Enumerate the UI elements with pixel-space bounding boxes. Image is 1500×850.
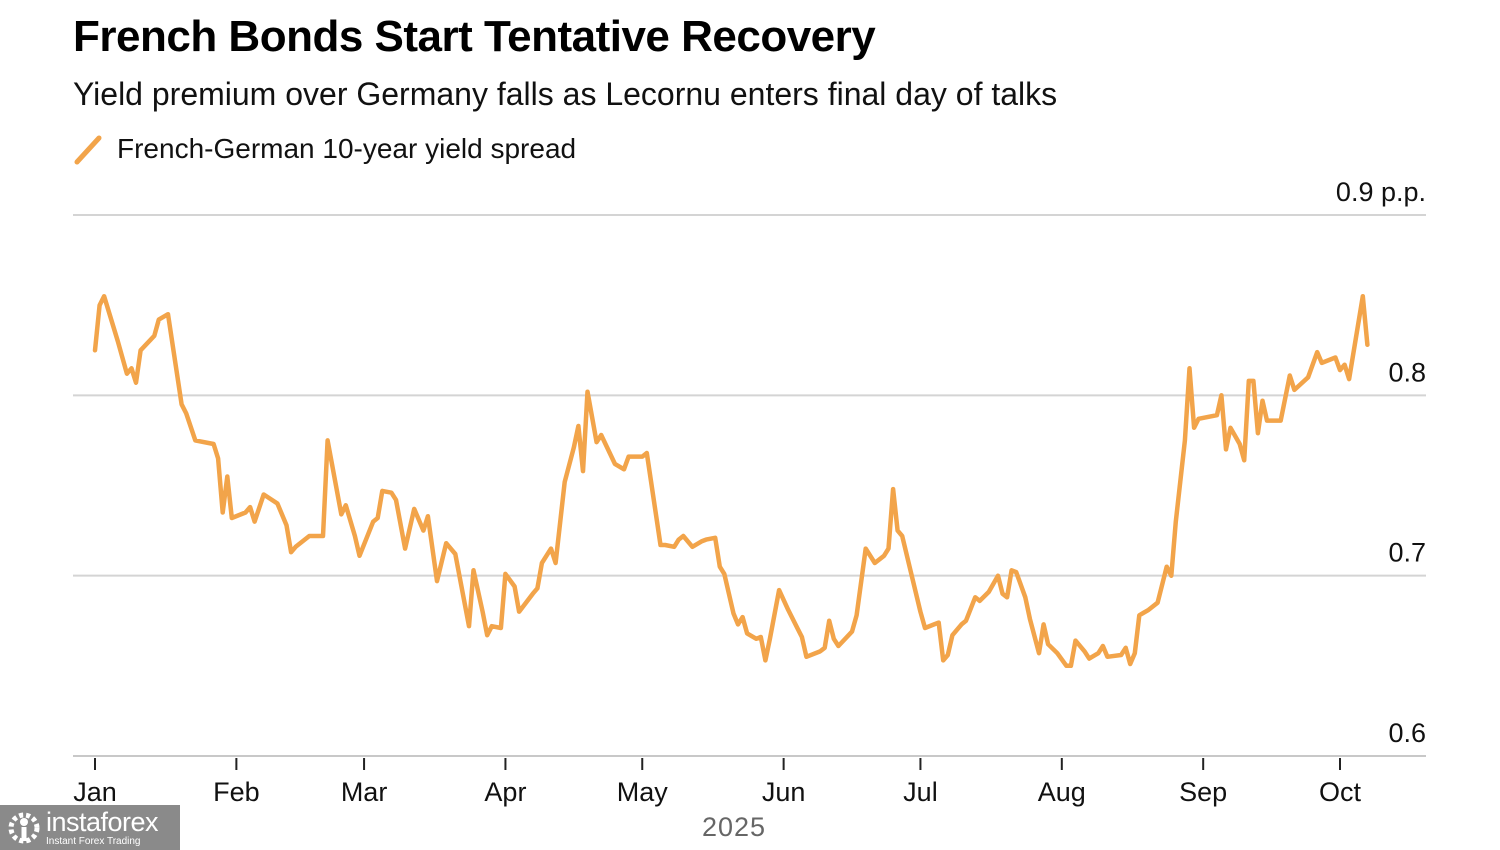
y-axis-ticks: 0.9 p.p. 0.8 0.7 0.6 xyxy=(1336,177,1426,748)
y-tick-label: 0.8 xyxy=(1388,357,1426,387)
series xyxy=(92,293,1370,669)
x-tick-label: Feb xyxy=(213,777,260,807)
watermark: instaforex Instant Forex Trading xyxy=(0,805,180,850)
x-tick-label: May xyxy=(617,777,669,807)
chart-title: French Bonds Start Tentative Recovery xyxy=(73,12,876,61)
x-tick-label: Apr xyxy=(484,777,526,807)
x-axis-year-label: 2025 xyxy=(702,812,766,842)
y-tick-label: 0.7 xyxy=(1388,538,1426,568)
watermark-brand: instaforex xyxy=(46,806,159,837)
x-tick-label: Sep xyxy=(1179,777,1227,807)
x-axis: Jan Feb Mar Apr May Jun Jul Aug Sep Oct xyxy=(73,758,1361,807)
series-line-yield-spread xyxy=(92,293,1370,669)
x-tick-label: Mar xyxy=(341,777,388,807)
legend-label: French-German 10-year yield spread xyxy=(117,133,577,164)
x-tick-label: Jan xyxy=(73,777,117,807)
gridlines xyxy=(73,214,1426,757)
x-tick-label: Jul xyxy=(903,777,938,807)
watermark-tagline: Instant Forex Trading xyxy=(46,835,141,847)
legend-line-icon xyxy=(74,135,102,165)
y-tick-label: 0.6 xyxy=(1388,718,1426,748)
legend: French-German 10-year yield spread xyxy=(73,132,576,166)
instaforex-logo-icon xyxy=(8,812,40,843)
x-tick-label: Jun xyxy=(762,777,806,807)
y-tick-label: 0.9 p.p. xyxy=(1336,177,1426,207)
x-tick-label: Aug xyxy=(1038,777,1086,807)
chart-subtitle: Yield premium over Germany falls as Leco… xyxy=(73,76,1058,112)
x-tick-label: Oct xyxy=(1319,777,1362,807)
